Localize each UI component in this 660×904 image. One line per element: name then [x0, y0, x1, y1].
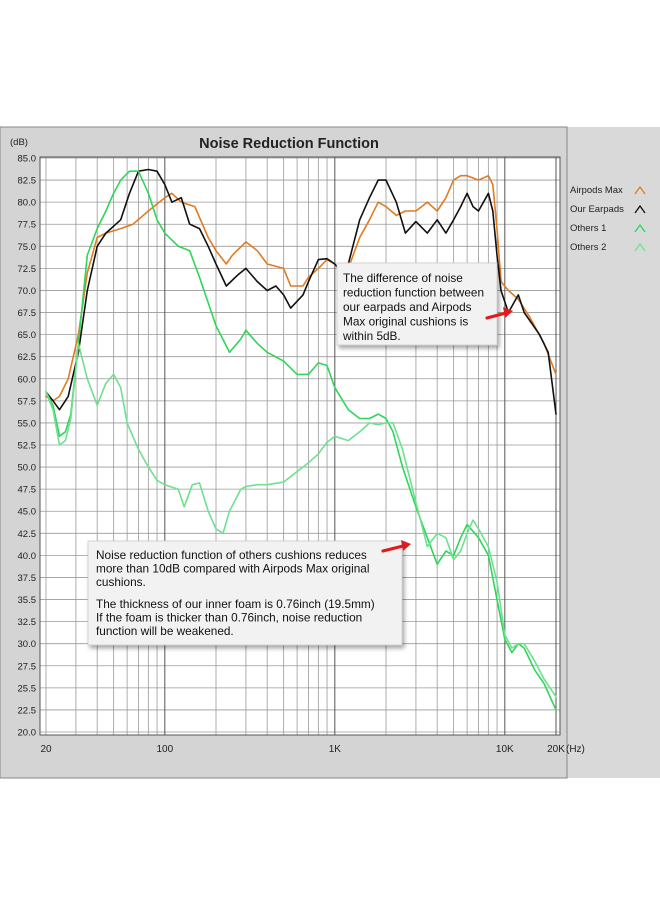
y-tick-label: 80.0	[18, 198, 37, 209]
annotation-box-bottom	[87, 540, 403, 646]
y-tick-label: 27.5	[18, 661, 37, 672]
y-tick-label: 60.0	[18, 374, 37, 385]
y-tick-label: 55.0	[18, 418, 37, 429]
y-tick-label: 25.5	[18, 683, 37, 694]
y-tick-label: 75.0	[18, 242, 37, 253]
annotation-arrow-bottom	[381, 544, 405, 553]
x-tick-label: 20K	[547, 744, 565, 755]
plot-area	[40, 157, 560, 735]
annotation-text-top: Max original cushions is	[343, 315, 468, 329]
legend-marker	[634, 185, 646, 195]
annotation-text-bottom: more than 10dB compared with Airpods Max…	[96, 562, 369, 576]
annotation-arrowhead-top	[503, 307, 513, 318]
annotation-text-bottom: cushions.	[96, 575, 146, 589]
y-tick-label: 77.5	[18, 220, 37, 231]
annotation-text-bottom: The thickness of our inner foam is 0.76i…	[96, 597, 375, 611]
y-tick-label: 57.5	[18, 396, 37, 407]
y-tick-label: 65.0	[18, 330, 37, 341]
legend-label: Others 1	[570, 223, 606, 234]
x-tick-label: 10K	[496, 744, 514, 755]
y-tick-label: 20.0	[18, 728, 37, 739]
y-tick-label: 52.5	[18, 441, 37, 452]
legend-label: Airpods Max	[570, 185, 623, 196]
annotation-box-top	[336, 262, 498, 346]
annotation-arrowhead-bottom	[401, 540, 411, 551]
y-axis-label: (dB)	[10, 137, 28, 148]
annotation-text-top: The difference of noise	[343, 271, 463, 285]
x-tick-label: 1K	[329, 744, 342, 755]
annotation-text-bottom: Noise reduction function of others cushi…	[96, 548, 367, 562]
series-line-3	[45, 170, 557, 711]
y-tick-label: 37.5	[18, 573, 37, 584]
y-tick-label: 85.0	[18, 154, 37, 165]
y-tick-label: 47.5	[18, 485, 37, 496]
y-tick-label: 50.0	[18, 463, 37, 474]
annotation-text-bottom: If the foam is thicker than 0.76inch, no…	[96, 611, 362, 625]
chart-title: Noise Reduction Function	[199, 136, 379, 152]
y-tick-label: 32.5	[18, 617, 37, 628]
y-tick-label: 62.5	[18, 352, 37, 363]
legend-marker	[634, 204, 646, 214]
series-lines	[45, 168, 557, 711]
y-tick-label: 30.0	[18, 639, 37, 650]
legend-label: Our Earpads	[570, 204, 624, 215]
series-line-4	[45, 342, 557, 698]
annotation-text-bottom: function will be weakened.	[96, 624, 234, 638]
annotation-text-top: our earpads and Airpods	[343, 300, 472, 314]
y-tick-label: 82.5	[18, 176, 37, 187]
y-tick-label: 35.5	[18, 595, 37, 606]
series-line-1	[45, 174, 557, 402]
y-tick-label: 70.0	[18, 286, 37, 297]
annotation-text-top: reduction function between	[343, 286, 484, 300]
x-tick-labels: 20 100 1K 10K 20K	[40, 744, 565, 755]
annotation-arrow-top	[485, 311, 508, 320]
x-tick-label: 20	[40, 744, 52, 755]
y-tick-label: 67.5	[18, 308, 37, 319]
y-tick-label: 22.5	[18, 705, 37, 716]
y-tick-label: 45.0	[18, 507, 37, 518]
y-tick-label: 42.5	[18, 529, 37, 540]
y-tick-label: 72.5	[18, 264, 37, 275]
y-tick-labels: 85.0 82.5 80.0 77.5 75.0 72.5 70.0 67.5 65.0 62.5…	[18, 154, 37, 739]
legend: Airpods Max Our Earpads Others 1 Others 2	[570, 185, 646, 253]
x-axis-label: (Hz)	[566, 744, 585, 755]
legend-marker	[634, 223, 646, 233]
x-tick-label: 100	[156, 744, 173, 755]
annotation-text-top: within 5dB.	[342, 329, 401, 343]
series-line-2	[45, 168, 557, 415]
y-tick-label: 40.0	[18, 551, 37, 562]
legend-marker	[634, 242, 646, 252]
plot-border	[39, 156, 561, 736]
legend-label: Others 2	[570, 242, 606, 253]
